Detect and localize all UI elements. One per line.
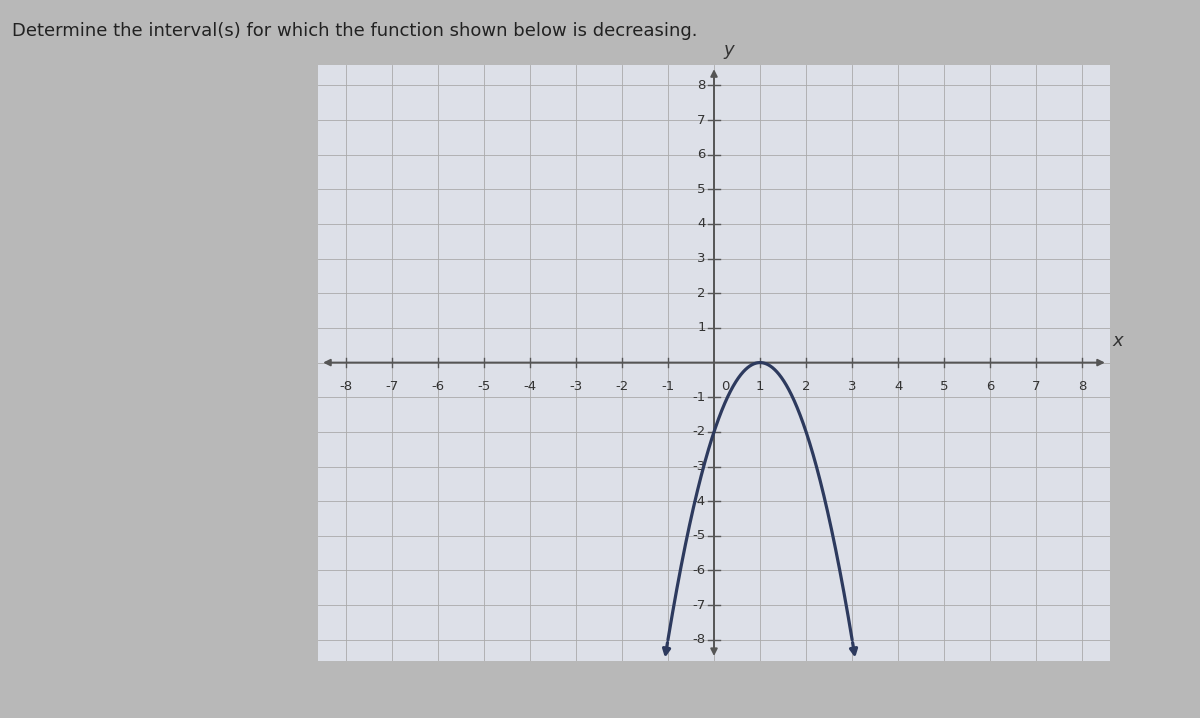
- Text: -1: -1: [661, 380, 674, 393]
- Text: 5: 5: [940, 380, 948, 393]
- Text: 3: 3: [848, 380, 857, 393]
- Text: 3: 3: [697, 252, 706, 265]
- Text: -2: -2: [616, 380, 629, 393]
- Text: -5: -5: [478, 380, 491, 393]
- Text: 0: 0: [721, 380, 730, 393]
- Text: -5: -5: [692, 529, 706, 542]
- Text: Determine the interval(s) for which the function shown below is decreasing.: Determine the interval(s) for which the …: [12, 22, 697, 39]
- Text: -4: -4: [523, 380, 536, 393]
- Text: y: y: [724, 42, 734, 60]
- Text: x: x: [1112, 332, 1123, 350]
- Text: 6: 6: [697, 148, 706, 162]
- Text: 2: 2: [697, 286, 706, 300]
- Text: -7: -7: [385, 380, 398, 393]
- Text: -6: -6: [431, 380, 444, 393]
- Text: -6: -6: [692, 564, 706, 577]
- Text: 7: 7: [1032, 380, 1040, 393]
- Text: -4: -4: [692, 495, 706, 508]
- Text: -8: -8: [692, 633, 706, 646]
- Text: -7: -7: [692, 599, 706, 612]
- Text: 8: 8: [1078, 380, 1086, 393]
- Text: 1: 1: [756, 380, 764, 393]
- Text: -1: -1: [692, 391, 706, 404]
- Text: 6: 6: [986, 380, 995, 393]
- Text: -8: -8: [340, 380, 352, 393]
- Text: -3: -3: [569, 380, 582, 393]
- Text: 1: 1: [697, 322, 706, 335]
- Text: 7: 7: [697, 113, 706, 126]
- Text: -2: -2: [692, 425, 706, 439]
- Text: 5: 5: [697, 183, 706, 196]
- Text: -3: -3: [692, 460, 706, 473]
- Text: 8: 8: [697, 79, 706, 92]
- Text: 2: 2: [802, 380, 810, 393]
- Text: 4: 4: [697, 218, 706, 230]
- Text: 4: 4: [894, 380, 902, 393]
